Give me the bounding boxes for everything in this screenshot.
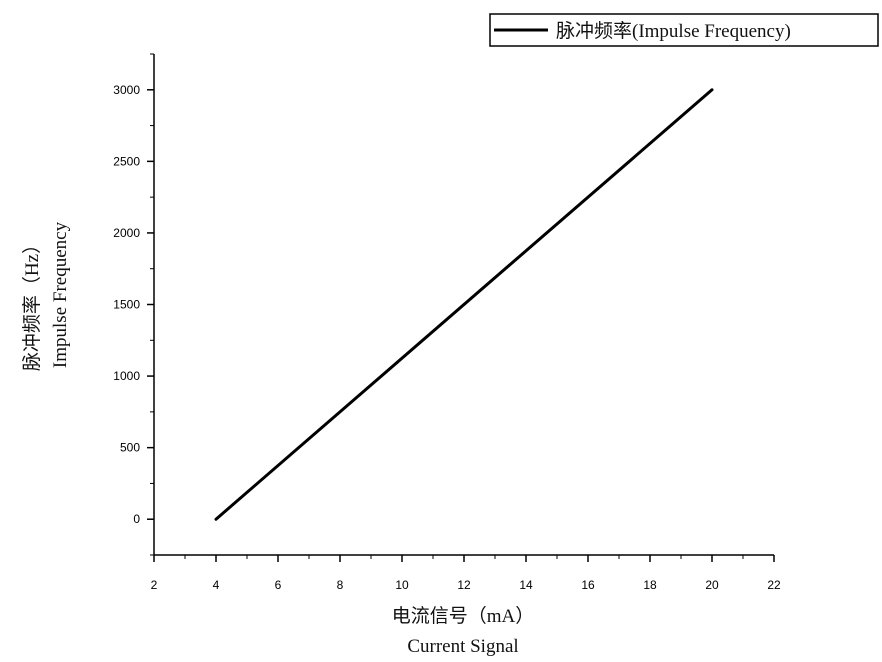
x-axis: 2 4 6 8 10 12 14 16 18 20 22 [151, 554, 781, 592]
y-tick-label: 1500 [113, 298, 140, 312]
y-tick-label: 1000 [113, 369, 140, 383]
x-tick-label: 4 [213, 578, 220, 592]
x-axis-title-en: Current Signal [407, 636, 518, 657]
x-tick-label: 22 [767, 578, 781, 592]
x-ticks: 2 4 6 8 10 12 14 16 18 20 22 [151, 555, 781, 592]
legend-box [489, 13, 879, 47]
x-axis-title-cn: 电流信号（mA） [392, 605, 535, 627]
y-axis-title-cn: 脉冲频率（Hz） [21, 235, 43, 371]
plot-area [214, 88, 714, 521]
y-tick-label: 2000 [113, 226, 140, 240]
y-axis-title-en: Impulse Frequency [50, 221, 71, 368]
legend-label: 脉冲频率(Impulse Frequency) [556, 20, 791, 42]
x-tick-label: 2 [151, 578, 158, 592]
x-tick-label: 10 [395, 578, 409, 592]
x-tick-label: 20 [705, 578, 719, 592]
y-tick-label: 2500 [113, 154, 140, 168]
y-tick-label: 0 [133, 512, 140, 526]
legend: 脉冲频率(Impulse Frequency) [489, 13, 879, 47]
y-axis: 0 500 1000 1500 2000 2500 3000 [113, 53, 155, 556]
y-tick-label: 500 [120, 441, 140, 455]
x-tick-label: 18 [643, 578, 657, 592]
x-tick-label: 14 [519, 578, 533, 592]
x-tick-label: 8 [337, 578, 344, 592]
y-tick-label: 3000 [113, 83, 140, 97]
y-ticks: 0 500 1000 1500 2000 2500 3000 [113, 53, 154, 556]
x-tick-label: 12 [457, 578, 471, 592]
x-tick-label: 6 [275, 578, 282, 592]
series-line [214, 88, 714, 521]
x-tick-label: 16 [581, 578, 595, 592]
